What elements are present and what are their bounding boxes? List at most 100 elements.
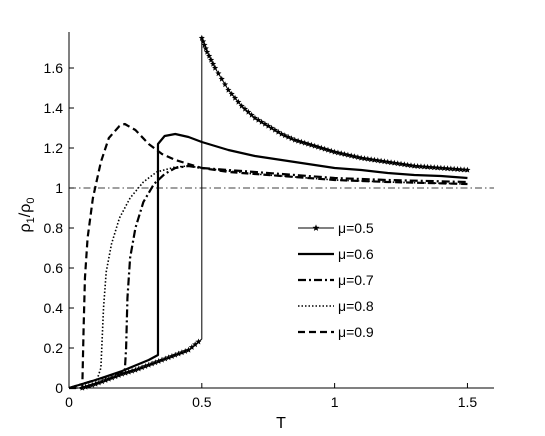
y-tick-label: 1.4 [44,100,64,116]
data-point-star [394,160,401,167]
data-point-star [348,152,355,159]
data-point-star [298,138,305,145]
axes: 0 0.5 1 1.5 0 0.2 0.4 0.6 0.8 1 1.2 1.4 1.6 [44,32,494,410]
data-point-star [447,165,454,172]
data-point-star [364,155,371,162]
data-point-star [291,136,298,143]
data-point-star [368,156,375,163]
data-point-star [361,155,368,162]
data-point-star [441,165,448,171]
series-4 [69,165,468,389]
y-tick-label: 1.6 [44,60,64,76]
data-point-star [404,161,411,168]
data-point-star [351,153,358,160]
series-group [68,34,471,391]
data-point-star [204,48,211,55]
data-point-star [397,160,405,167]
y-axis-label-rho: ρ [17,204,34,213]
data-point-star [434,164,441,171]
data-point-star [331,148,338,155]
data-point-star [318,144,325,151]
y-tick-label: 1 [55,180,63,196]
data-point-star [185,346,192,353]
data-point-star [129,367,136,374]
data-point-star [222,81,229,88]
series-line [68,132,468,390]
legend-label: μ=0.8 [338,298,374,314]
data-point-star [451,165,458,172]
data-point-star [308,141,315,148]
data-point-star [371,156,378,163]
data-point-star [411,162,418,169]
data-point-star [311,142,318,149]
data-point-star [424,163,431,170]
data-point-star [334,149,341,156]
series-line [69,165,468,389]
data-point-star [235,98,242,105]
data-point-star [248,111,255,118]
series-line [82,37,468,389]
data-point-star [464,166,471,173]
data-point-star [391,159,398,166]
data-point-star [305,140,312,147]
data-point-star [210,60,217,67]
series-line [69,122,468,390]
x-tick-label: 0.5 [192,394,212,410]
data-point-star [328,147,335,154]
x-axis-label: T [276,415,286,432]
data-point-star [461,166,468,173]
y-tick-label: 0.8 [44,220,64,236]
data-point-star [457,166,464,173]
legend-label: μ=0.5 [338,220,374,236]
data-point-star [421,163,428,170]
legend-label: μ=0.6 [338,246,374,262]
y-tick-label: 0.4 [44,300,64,316]
data-point-star [218,75,225,82]
x-tick-label: 1 [331,394,339,410]
data-point-star [354,154,361,160]
data-point-star [206,52,213,59]
data-point-star [231,94,239,101]
legend-label: μ=0.7 [338,272,374,288]
data-point-star [212,64,219,71]
data-point-star [314,143,322,150]
data-point-star [324,146,332,153]
legend-label: μ=0.9 [338,324,374,340]
data-point-star [301,139,308,146]
series-line [68,164,468,390]
series-1 [79,34,471,391]
x-tick-label: 0 [65,394,73,410]
data-point-star [225,86,232,93]
data-point-star [417,163,424,170]
y-axis-label: ρ1/ρ0 [17,198,37,233]
data-point-star [188,344,195,350]
data-point-star [344,151,351,158]
data-point-star [381,158,388,165]
data-point-star [338,150,345,157]
data-point-star [444,165,451,172]
x-tick-label: 1.5 [458,394,478,410]
data-point-star [122,369,129,376]
data-point-star [295,137,302,144]
data-point-star [374,157,381,164]
y-tick-label: 1.2 [44,140,64,156]
data-point-star [125,368,132,375]
data-point-star [192,341,199,348]
data-point-star [388,159,395,166]
data-point-star [407,162,415,169]
y-axis-label-sub1: 1 [25,217,37,223]
data-point-star [195,338,202,345]
data-point-star [358,154,365,161]
data-point-star [427,164,434,170]
data-point-star [241,105,249,112]
data-point-star [454,166,461,172]
y-axis-label-sub0: 0 [25,198,37,204]
data-point-star [384,158,391,165]
data-point-star [208,56,215,63]
data-point-star [401,161,408,168]
data-point-star [228,90,235,97]
y-tick-label: 0 [55,380,63,396]
y-tick-label: 0.6 [44,260,64,276]
legend: μ=0.5 μ=0.6 μ=0.7 μ=0.8 μ=0.9 [298,220,374,340]
data-point-star [245,108,252,115]
